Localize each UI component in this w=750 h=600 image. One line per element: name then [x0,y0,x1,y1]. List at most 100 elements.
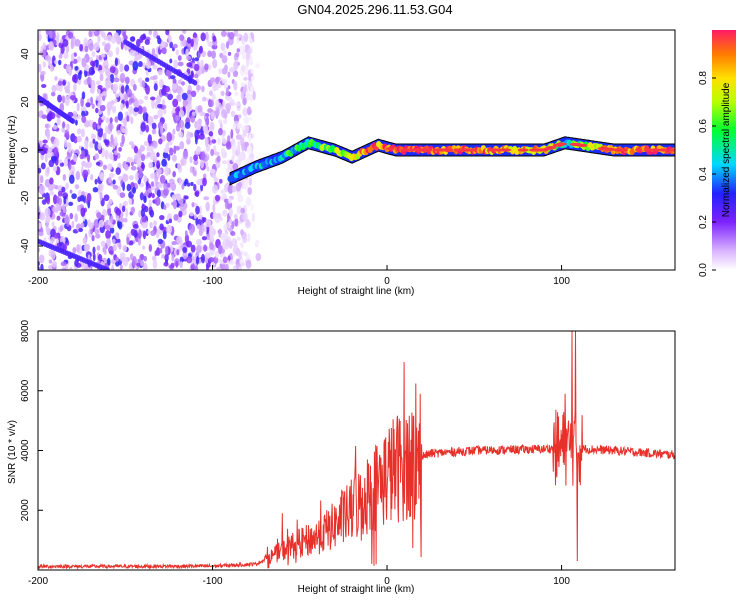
noise-blob [212,203,216,213]
noise-blob [46,196,51,205]
noise-blob [91,50,96,57]
noise-blob [62,192,69,199]
noise-blob [240,242,244,249]
noise-blob [192,32,198,39]
noise-blob [218,178,223,184]
noise-blob [194,73,199,79]
noise-blob [38,178,41,187]
noise-blob [85,264,89,270]
ridge-core [446,148,454,152]
noise-blob [145,124,150,133]
noise-blob [97,35,101,44]
noise-blob [235,102,241,107]
noise-blob [247,106,252,116]
noise-blob [148,199,152,209]
y-tick-label: 0 [20,147,31,153]
noise-blob [200,111,206,116]
ridge-core [453,148,460,152]
noise-blob [50,91,56,97]
noise-blob [243,180,249,190]
ridge-core [556,142,567,146]
noise-blob [99,104,106,112]
noise-blob [90,174,94,181]
noise-blob [247,80,253,86]
snr-x-label: Height of straight line (km) [298,584,415,595]
noise-blob [156,95,161,104]
noise-blob [39,212,46,221]
noise-blob [146,145,152,152]
noise-blob [46,130,50,141]
noise-blob [85,102,91,108]
noise-blob [122,244,128,252]
noise-blob [123,200,128,206]
noise-blob [218,258,224,264]
noise-blob [170,262,175,268]
noise-blob [186,240,193,248]
noise-blob [150,181,155,187]
noise-blob [92,246,96,254]
noise-blob [44,123,49,129]
noise-blob [169,147,174,156]
noise-blob [202,177,207,187]
noise-blob [140,163,145,169]
noise-blob [214,250,219,259]
noise-blob [139,145,146,152]
noise-blob [115,167,121,175]
noise-blob [245,50,251,61]
noise-blob [105,224,111,231]
x-tick-label: -200 [28,276,48,287]
noise-blob [177,79,181,85]
noise-blob [233,114,240,124]
noise-blob [71,220,75,229]
noise-blob [216,212,222,219]
noise-blob [87,153,91,163]
noise-blob [221,78,228,84]
noise-blob [41,199,47,205]
noise-blob [58,54,63,59]
noise-blob [52,183,56,189]
noise-blob [74,39,81,47]
ridge-core [517,148,529,152]
noise-blob [164,245,169,255]
noise-blob [242,212,248,222]
noise-blob [228,31,235,40]
colorbar: 0.0 0.2 0.4 0.6 0.8 Normalized spectral ampl… [698,30,736,277]
noise-blob [137,77,143,83]
noise-blob [92,121,97,130]
noise-blob [145,181,149,187]
noise-blob [59,225,64,232]
noise-blob [38,222,42,230]
noise-blob [210,231,214,242]
noise-blob [38,63,42,73]
ridge-core [577,143,588,147]
noise-blob [71,193,77,200]
noise-blob [248,116,253,121]
noise-blob [230,110,236,118]
noise-blob [56,117,61,126]
noise-blob [82,169,89,179]
noise-blob [142,33,146,40]
noise-blob [119,63,124,73]
noise-blob [128,175,134,181]
noise-blob [209,168,216,174]
noise-blob [70,39,74,50]
noise-blob [109,66,116,74]
colorbar-label: Normalized spectral amplitude [721,82,732,217]
noise-blob [106,238,111,247]
noise-blob [166,132,173,142]
noise-blob [199,158,205,169]
noise-blob [216,266,221,270]
noise-blob [66,221,70,227]
noise-blob [240,207,246,214]
noise-blob [231,99,235,105]
noise-blob [141,222,147,229]
noise-blob [217,244,223,255]
noise-blob [119,192,126,198]
noise-blob [38,30,41,34]
noise-blob [226,108,230,114]
noise-blob [140,122,147,132]
noise-blob [191,201,195,208]
noise-blob [232,162,239,171]
noise-blob [94,153,99,160]
noise-blob [229,259,235,265]
